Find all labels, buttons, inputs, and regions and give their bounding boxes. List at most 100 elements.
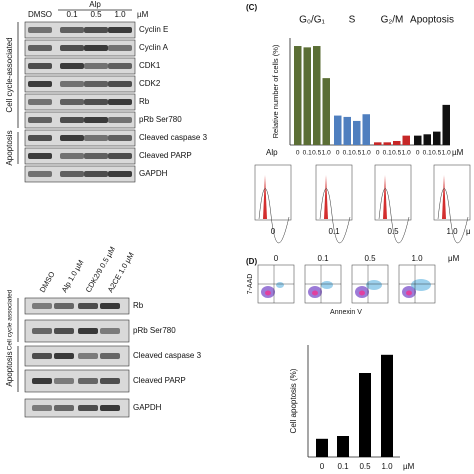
- bar: [433, 131, 441, 145]
- band: [100, 405, 120, 411]
- x-tick-label: 0.1: [343, 150, 352, 157]
- histogram-unit: μ: [466, 227, 471, 236]
- y-axis-label: Relative number of cells (%): [271, 44, 280, 138]
- treatment-label: Alp: [89, 0, 101, 9]
- x-tick-label: 0.1: [423, 150, 432, 157]
- band: [60, 99, 84, 105]
- x-tick-label: 0.5: [432, 150, 441, 157]
- x-prefix: Alp: [266, 148, 278, 157]
- x-tick-label: 0.5: [359, 462, 371, 471]
- scatter-dose: 0: [274, 254, 279, 263]
- histogram-peak: [324, 175, 328, 219]
- bar: [313, 46, 321, 145]
- band: [108, 117, 132, 123]
- histogram-frame: [315, 164, 353, 221]
- x-unit: µM: [403, 462, 415, 471]
- bar: [423, 134, 431, 145]
- legend-label: Apoptosis: [410, 15, 454, 26]
- x-tick-label: 1.0: [362, 150, 371, 157]
- protein-label: CDK1: [139, 61, 161, 70]
- scatter-core: [265, 290, 271, 296]
- bar: [337, 436, 349, 457]
- band: [108, 99, 132, 105]
- band: [84, 153, 108, 159]
- bar: [414, 135, 422, 145]
- band: [28, 117, 52, 123]
- band: [100, 378, 120, 384]
- band: [78, 328, 98, 334]
- band: [32, 303, 52, 309]
- bar: [381, 354, 393, 457]
- x-tick-label: 0.5: [352, 150, 361, 157]
- histogram-frame: [374, 164, 412, 221]
- dose-label: DMSO: [28, 10, 52, 19]
- dose-label: 0.5: [90, 10, 102, 19]
- protein-label: Cleaved caspase 3: [133, 351, 202, 360]
- band: [108, 171, 132, 177]
- protein-label: Cleaved PARP: [133, 376, 186, 385]
- band: [100, 353, 120, 359]
- band: [60, 171, 84, 177]
- dose-label: Alp 1.0 µM: [60, 258, 86, 294]
- blot-strip: [24, 319, 130, 343]
- band: [32, 328, 52, 334]
- group-label: Apoptosis: [5, 351, 14, 386]
- blot-strip: [24, 297, 130, 315]
- dose-label: 0.1: [66, 10, 78, 19]
- band: [28, 153, 52, 159]
- histogram-fit: [378, 188, 410, 244]
- scatter-x-label: Annexin V: [330, 309, 362, 316]
- histogram-peak: [442, 175, 446, 219]
- band: [32, 378, 52, 384]
- x-tick-label: 0: [376, 150, 380, 157]
- legend-label: G₂/M: [381, 15, 404, 26]
- band: [100, 328, 120, 334]
- scatter-tail: [276, 282, 284, 288]
- band: [78, 353, 98, 359]
- x-tick-label: 0.5: [392, 150, 401, 157]
- bar: [353, 120, 361, 145]
- scatter-dose: 0.1: [317, 254, 329, 263]
- histogram-frame: [433, 164, 471, 221]
- band: [78, 303, 98, 309]
- dose-label: DMSO: [38, 270, 57, 294]
- band: [54, 328, 74, 334]
- histogram-dose: 0.1: [328, 227, 340, 236]
- band: [60, 81, 84, 87]
- x-tick-label: 1.0: [442, 150, 451, 157]
- band: [60, 27, 84, 33]
- protein-label: CDK2: [139, 79, 161, 88]
- bar: [343, 116, 351, 145]
- blot-strip: [24, 345, 130, 367]
- group-label: Cell cycle associated: [7, 289, 14, 350]
- x-unit: µM: [452, 148, 464, 157]
- blot-strip: [24, 398, 130, 418]
- band: [28, 135, 52, 141]
- band: [108, 45, 132, 51]
- protein-label: GAPDH: [139, 169, 168, 178]
- dose-label: 1.0: [114, 10, 126, 19]
- protein-label: Cleaved PARP: [139, 151, 192, 160]
- band: [28, 99, 52, 105]
- bar: [322, 78, 330, 145]
- histogram-dose: 1.0: [446, 227, 458, 236]
- band: [84, 135, 108, 141]
- band: [108, 27, 132, 33]
- band: [84, 99, 108, 105]
- scatter-tail: [366, 280, 382, 290]
- band: [84, 171, 108, 177]
- x-tick-label: 0.1: [303, 150, 312, 157]
- protein-label: GAPDH: [133, 403, 162, 412]
- histogram-frame: [254, 164, 292, 221]
- scatter-tail: [321, 281, 333, 289]
- y-axis-label: Cell apoptosis (%): [289, 368, 298, 433]
- band: [32, 405, 52, 411]
- bar: [374, 142, 382, 145]
- band: [108, 63, 132, 69]
- protein-label: Cyclin E: [139, 25, 168, 34]
- band: [84, 27, 108, 33]
- scatter-dose: 1.0: [411, 254, 423, 263]
- band: [28, 171, 52, 177]
- band: [28, 63, 52, 69]
- bar: [362, 114, 370, 145]
